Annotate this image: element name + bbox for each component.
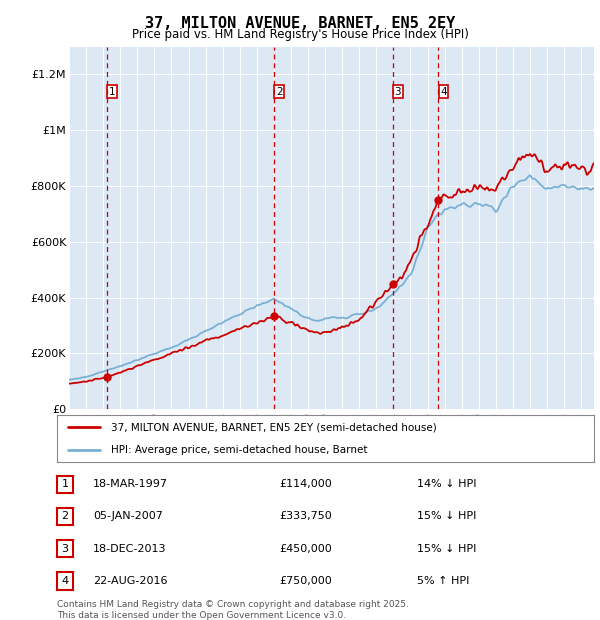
Text: HPI: Average price, semi-detached house, Barnet: HPI: Average price, semi-detached house,…: [111, 445, 367, 455]
Text: 4: 4: [62, 576, 68, 586]
Text: 18-DEC-2013: 18-DEC-2013: [93, 544, 167, 554]
Text: 1: 1: [109, 87, 115, 97]
Text: £114,000: £114,000: [279, 479, 332, 489]
Text: £450,000: £450,000: [279, 544, 332, 554]
Text: 37, MILTON AVENUE, BARNET, EN5 2EY (semi-detached house): 37, MILTON AVENUE, BARNET, EN5 2EY (semi…: [111, 422, 436, 432]
Text: 05-JAN-2007: 05-JAN-2007: [93, 512, 163, 521]
Text: 1: 1: [62, 479, 68, 489]
Text: 2: 2: [276, 87, 283, 97]
Text: 3: 3: [395, 87, 401, 97]
Text: 15% ↓ HPI: 15% ↓ HPI: [417, 512, 476, 521]
Text: 2: 2: [62, 512, 68, 521]
Text: 15% ↓ HPI: 15% ↓ HPI: [417, 544, 476, 554]
Text: £333,750: £333,750: [279, 512, 332, 521]
Text: 22-AUG-2016: 22-AUG-2016: [93, 576, 167, 586]
Text: Contains HM Land Registry data © Crown copyright and database right 2025.
This d: Contains HM Land Registry data © Crown c…: [57, 600, 409, 619]
Text: 5% ↑ HPI: 5% ↑ HPI: [417, 576, 469, 586]
Text: 3: 3: [62, 544, 68, 554]
Text: 37, MILTON AVENUE, BARNET, EN5 2EY: 37, MILTON AVENUE, BARNET, EN5 2EY: [145, 16, 455, 30]
Text: 4: 4: [440, 87, 447, 97]
Text: 14% ↓ HPI: 14% ↓ HPI: [417, 479, 476, 489]
Text: £750,000: £750,000: [279, 576, 332, 586]
Text: Price paid vs. HM Land Registry's House Price Index (HPI): Price paid vs. HM Land Registry's House …: [131, 28, 469, 41]
Text: 18-MAR-1997: 18-MAR-1997: [93, 479, 168, 489]
